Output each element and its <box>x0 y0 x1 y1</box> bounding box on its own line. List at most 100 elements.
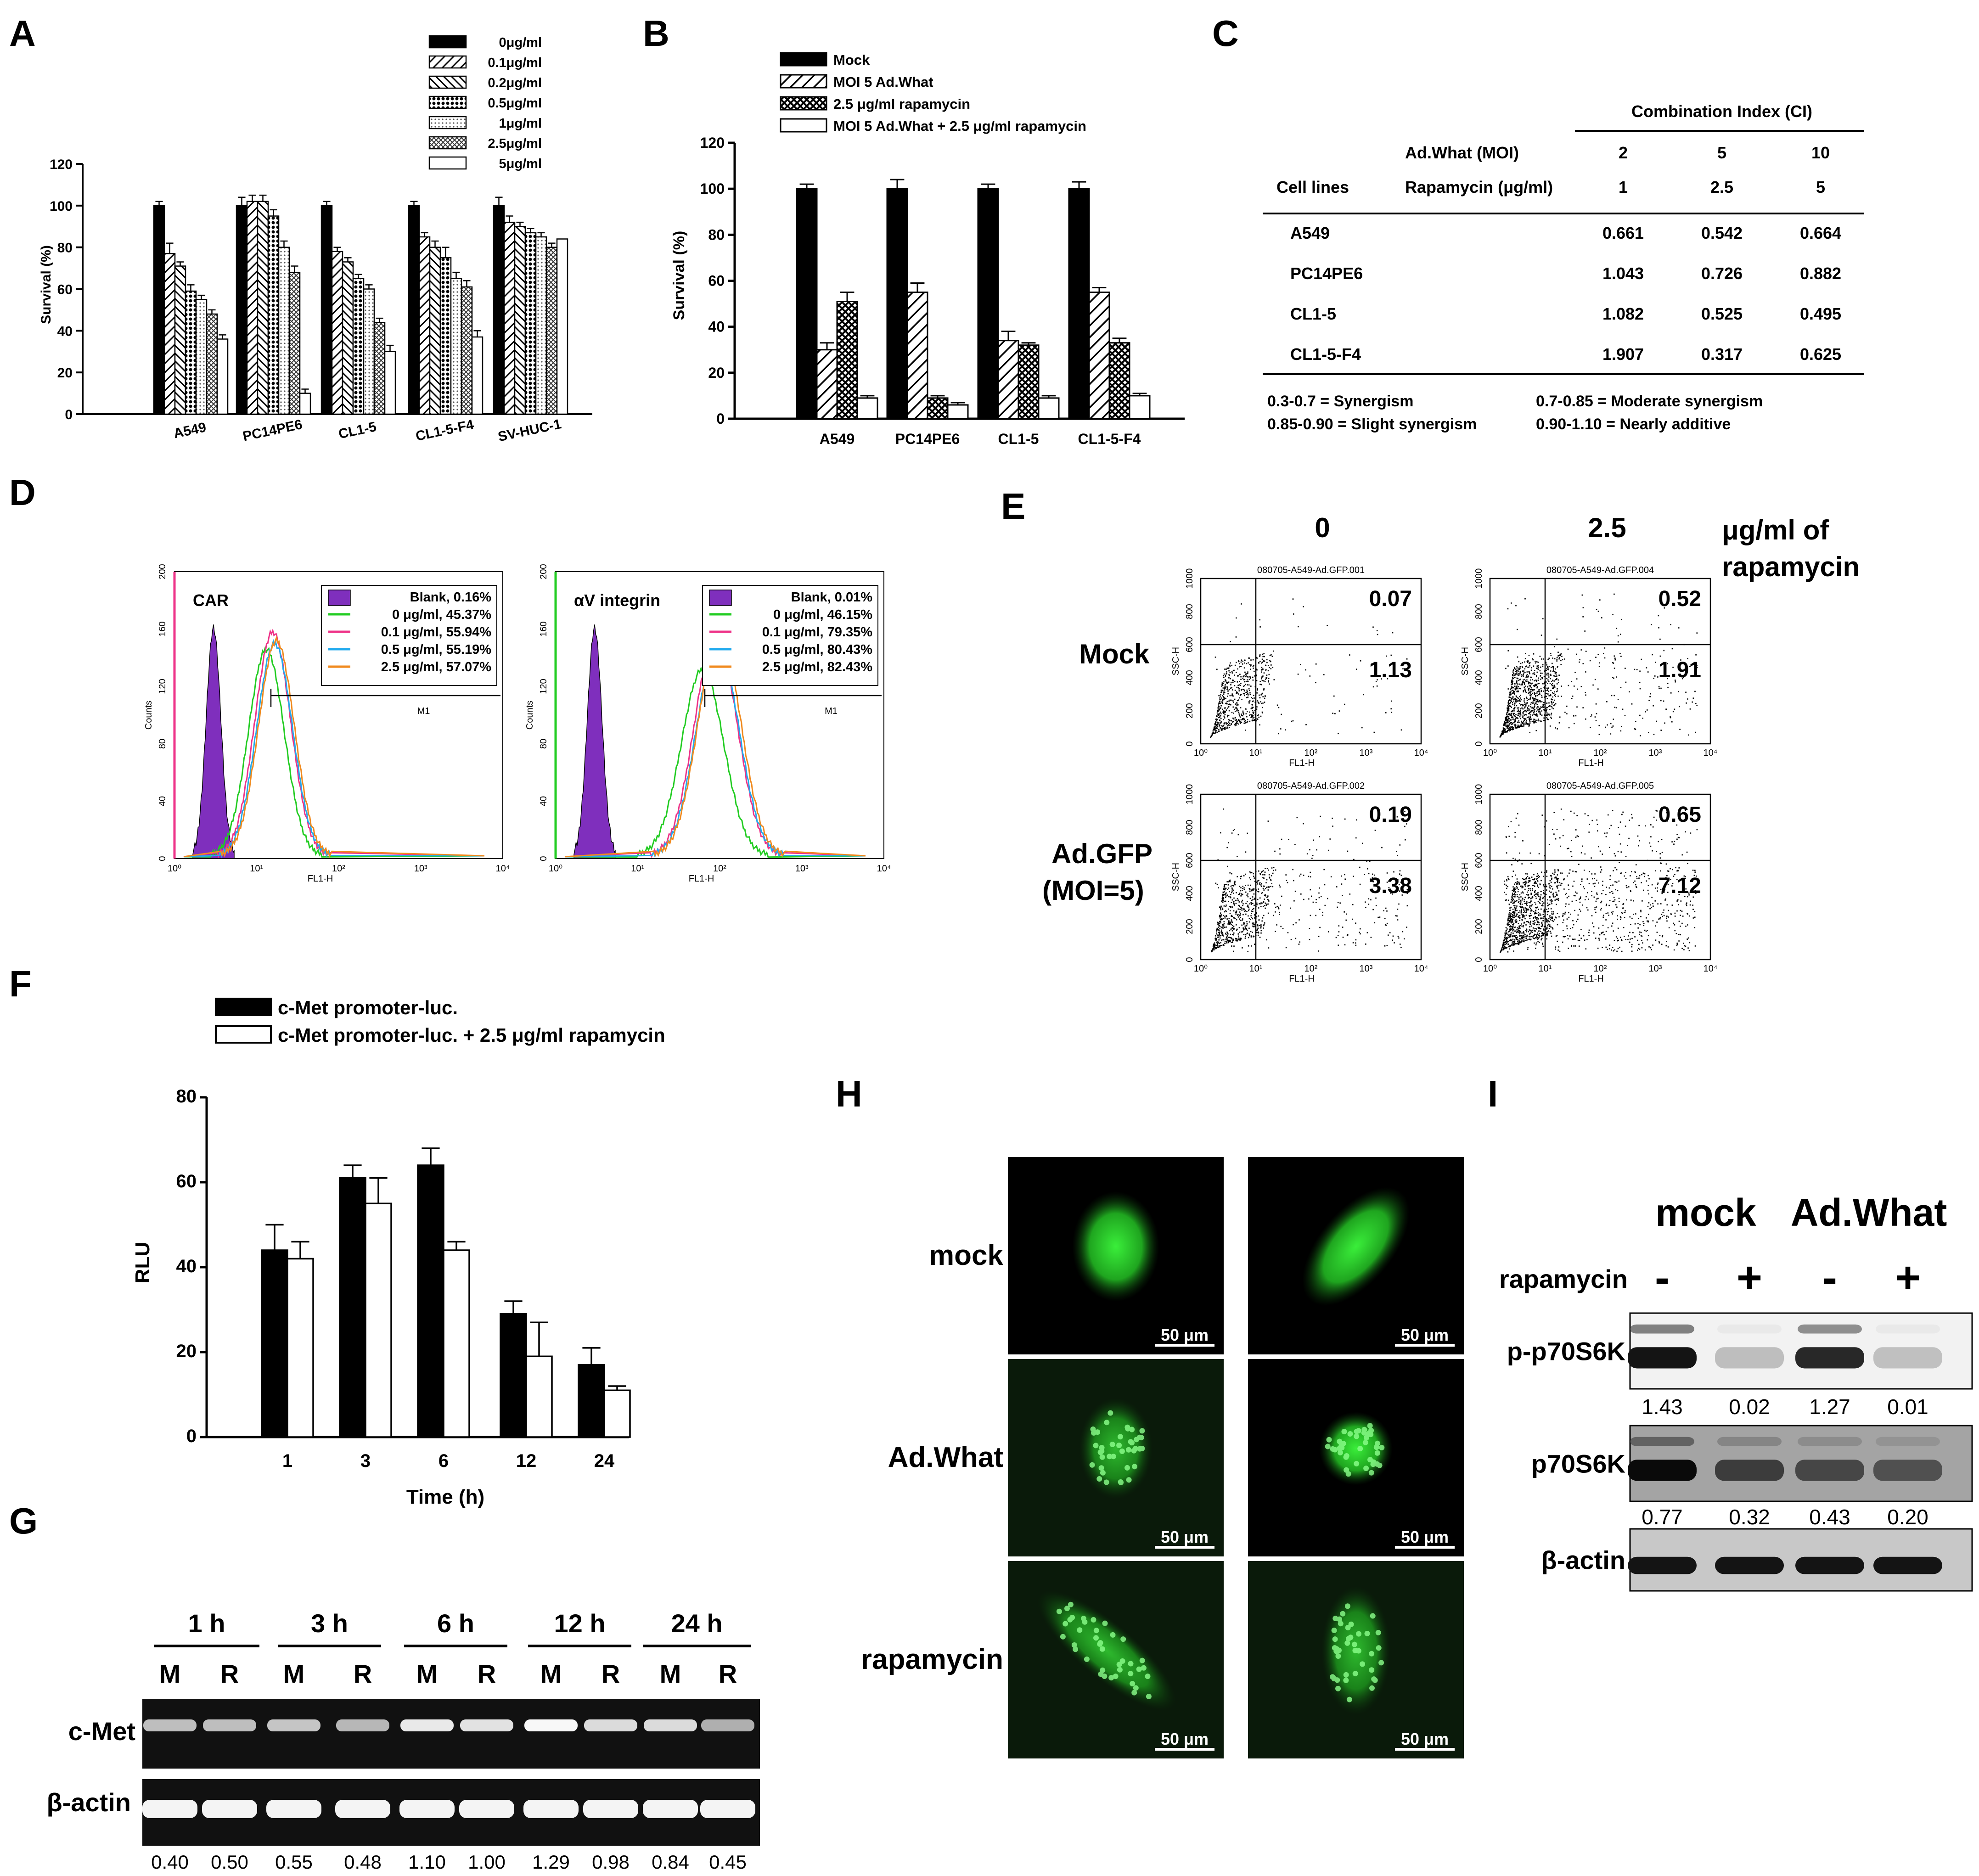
bar-CL1-5-F4-1μg/ml <box>450 278 462 415</box>
gfp-puncta <box>1330 1603 1384 1702</box>
legend-label: 0.5μg/ml <box>488 96 542 111</box>
panel-label-h: H <box>836 1073 862 1114</box>
bar-PC14PE6-0.2μg/ml <box>257 201 269 415</box>
legend-label: 0.1μg/ml <box>488 56 542 70</box>
cmet-band <box>701 1719 754 1731</box>
western-band <box>1628 1556 1697 1574</box>
fluorescence-row-label: Ad.What <box>888 1442 1003 1473</box>
y-axis-label: SSC-H <box>1460 647 1470 675</box>
y-tick-label: 600 <box>1474 637 1484 652</box>
western-band-upper <box>1717 1437 1782 1446</box>
western-band <box>1795 1347 1864 1369</box>
y-tick-label: 80 <box>157 739 168 749</box>
cmet-band <box>336 1719 389 1731</box>
panel-g-gel: 1 h 3 h 6 h 12 h 24 h M R M R M R M R M R 0.40 0.50 0.55 0… <box>46 1609 760 1873</box>
x-tick-label: 10¹ <box>250 864 263 874</box>
bar-PC14PE6-0μg/ml <box>236 205 248 415</box>
panel-d-histograms: 0 40 80 120 160 200 10⁰ 10¹ 10² 10³ 10⁴ FL1-H Counts… <box>144 564 891 884</box>
y-tick-label: 0 <box>1474 741 1484 746</box>
x-tick-label: 10³ <box>1360 964 1373 974</box>
bar-SV-HUC-1-5μg/ml <box>556 238 568 415</box>
y-tick-label: 200 <box>1474 919 1484 934</box>
y-tick-label: 0 <box>186 1426 197 1446</box>
ci-row-name: PC14PE6 <box>1290 264 1363 283</box>
panel-a-chart: 0 20 40 60 80 100 120 A549 PC14PE6 CL1-5 CL1-5-F4 S… <box>39 35 592 444</box>
western-band <box>1873 1347 1942 1369</box>
legend-swatch-blank <box>709 590 732 606</box>
ci-value: 0.882 <box>1800 264 1841 283</box>
gel-cmet-background <box>142 1699 760 1769</box>
y-tick-label: 80 <box>176 1086 197 1107</box>
ci-value: 1.082 <box>1602 304 1644 323</box>
y-axis-label: SSC-H <box>1460 863 1470 891</box>
x-tick-label: 10² <box>1304 748 1318 758</box>
y-tick-label: 80 <box>57 241 73 256</box>
panel-b-y-label: Survival (%) <box>670 231 688 320</box>
ci-value: 1.043 <box>1602 264 1644 283</box>
legend-swatch <box>428 95 467 109</box>
legend-label: 5μg/ml <box>499 157 542 171</box>
ci-legend-1: 0.3-0.7 = Synergism <box>1267 393 1413 410</box>
x-tick-label: 10⁴ <box>1704 964 1718 974</box>
actin-band <box>700 1800 755 1818</box>
y-tick-label: 80 <box>708 226 725 243</box>
ci-value: 0.495 <box>1800 304 1841 323</box>
gel-lane-label: R <box>220 1659 239 1688</box>
x-tick-label: PC14PE6 <box>242 417 304 444</box>
western-band <box>1795 1460 1864 1481</box>
p-p70s6k-ratio: 0.01 <box>1887 1395 1928 1419</box>
cmet-band <box>267 1719 320 1731</box>
rapamycin-sign: - <box>1655 1253 1670 1302</box>
y-tick-label: 60 <box>57 282 73 298</box>
gfp-puncta <box>1089 1410 1145 1485</box>
ci-value: 0.542 <box>1701 224 1743 242</box>
panel-h-fluorescence: mock 50 μm 50 μm Ad.What 50 μm 50 μm rapamycin… <box>861 1157 1464 1758</box>
legend-label: Mock <box>833 52 870 68</box>
x-tick-label: CL1-5-F4 <box>1078 431 1141 447</box>
x-tick-label: 10³ <box>414 864 427 874</box>
bar-A549-2.5μg/ml <box>206 313 218 415</box>
bar-PC14PE6-5μg/ml <box>299 393 311 415</box>
x-axis-label: FL1-H <box>1578 758 1604 768</box>
gel-lane-label: R <box>602 1659 620 1688</box>
scatter-file-label: 080705-A549-Ad.GFP.001 <box>1257 565 1365 575</box>
y-tick-label: 40 <box>539 796 549 806</box>
gel-ratio-value: 0.40 <box>151 1851 189 1873</box>
y-tick-label: 800 <box>1185 820 1195 835</box>
panel-c-table: Combination Index (CI) Ad.What (MOI) Cel… <box>1263 102 1864 433</box>
legend-label: 2.5μg/ml <box>488 136 542 151</box>
gel-ratio-value: 0.45 <box>709 1851 747 1873</box>
actin-band <box>335 1800 390 1818</box>
bar-SV-HUC-1-1μg/ml <box>535 236 547 415</box>
bar-A549-0.2μg/ml <box>174 265 186 415</box>
bar-CL1-5-F4-2.5 μg/ml rapamycin <box>1108 342 1130 420</box>
panel-label-f: F <box>9 963 32 1004</box>
ci-row-name: CL1-5 <box>1290 304 1336 323</box>
p70s6k-ratio: 0.77 <box>1642 1505 1683 1529</box>
gel-ratio-value: 0.55 <box>275 1851 313 1873</box>
x-tick-label: SV-HUC-1 <box>497 416 563 444</box>
x-tick-label: 10⁰ <box>1194 964 1208 974</box>
legend-swatch <box>215 998 272 1016</box>
x-tick-label: 10³ <box>795 864 809 874</box>
scatter-file-label: 080705-A549-Ad.GFP.005 <box>1546 781 1654 791</box>
cmet-band <box>400 1719 454 1731</box>
histogram-title: αV integrin <box>574 591 660 610</box>
ci-value: 0.625 <box>1800 345 1841 364</box>
bar-CL1-5-2.5μg/ml <box>373 321 386 415</box>
western-band <box>1795 1556 1864 1574</box>
scale-bar-label: 50 μm <box>1161 1528 1209 1546</box>
y-tick-label: 0 <box>65 407 73 422</box>
rapamycin-sign: + <box>1895 1253 1921 1302</box>
legend-label: 1μg/ml <box>499 116 542 131</box>
legend-label: MOI 5 Ad.What + 2.5 μg/ml rapamycin <box>833 118 1086 134</box>
gel-lane-label: M <box>660 1659 681 1688</box>
western-row-label: p70S6K <box>1531 1449 1625 1478</box>
x-tick-label: CL1-5 <box>337 419 377 442</box>
gel-ratio-value: 0.98 <box>592 1851 630 1873</box>
y-tick-label: 600 <box>1185 637 1195 652</box>
y-tick-label: 40 <box>57 324 73 339</box>
panel-label-a: A <box>9 13 36 54</box>
histogram-legend-label: 2.5 μg/ml, 82.43% <box>762 660 872 674</box>
x-tick-label: 10² <box>713 864 726 874</box>
